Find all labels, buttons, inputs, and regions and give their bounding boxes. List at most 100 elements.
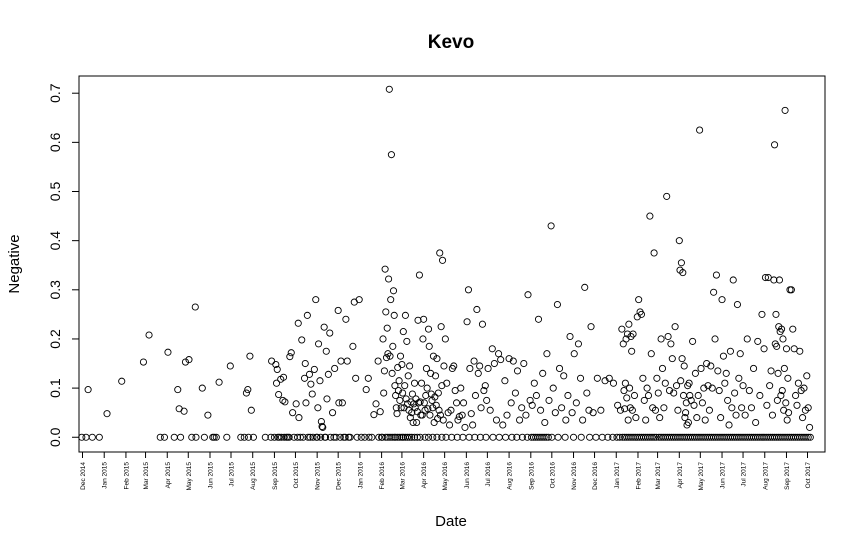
data-point: [780, 364, 788, 372]
data-point: [779, 335, 787, 343]
data-point: [680, 362, 688, 370]
data-point: [471, 391, 480, 400]
data-point: [191, 303, 199, 311]
data-point: [364, 374, 372, 382]
data-point: [345, 433, 353, 441]
x-tick-label: Aug 2016: [507, 462, 514, 490]
x-tick-label: Mar 2017: [655, 462, 662, 490]
data-point: [513, 433, 521, 441]
data-point: [719, 352, 727, 360]
data-point: [293, 433, 302, 441]
data-point: [393, 410, 401, 418]
data-point: [103, 410, 111, 418]
data-point: [581, 283, 589, 291]
data-point: [397, 404, 405, 412]
data-point: [343, 357, 351, 365]
data-point: [275, 433, 283, 441]
data-point: [609, 433, 617, 441]
data-point: [270, 433, 278, 441]
data-point: [539, 369, 547, 377]
data-point: [467, 410, 475, 418]
data-point: [192, 433, 200, 441]
data-point: [342, 315, 350, 323]
data-point: [408, 433, 416, 441]
data-point: [362, 386, 370, 394]
data-point: [185, 356, 193, 364]
data-point: [410, 400, 418, 408]
data-point: [648, 433, 656, 441]
data-point: [785, 409, 793, 417]
data-point: [690, 401, 698, 409]
data-point: [464, 286, 473, 294]
data-point: [758, 310, 766, 318]
data-point: [88, 433, 96, 441]
x-tick-label: May 2015: [186, 462, 193, 491]
data-point: [261, 433, 269, 441]
data-point: [273, 365, 281, 373]
data-point: [626, 404, 634, 412]
data-point: [198, 384, 206, 392]
data-point: [661, 379, 669, 387]
data-point: [430, 418, 438, 427]
data-point: [605, 374, 613, 382]
data-point: [331, 364, 339, 372]
data-point: [399, 328, 407, 336]
data-point: [289, 409, 297, 417]
data-point: [675, 237, 683, 245]
data-point: [448, 433, 456, 441]
data-point: [301, 359, 309, 368]
data-point: [380, 367, 388, 375]
data-point: [378, 433, 386, 441]
data-point: [299, 433, 307, 441]
x-tick-label: Oct 2017: [805, 462, 812, 489]
data-point: [481, 382, 489, 390]
data-point: [618, 325, 626, 333]
data-point: [743, 335, 751, 343]
x-tick-label: Feb 2017: [635, 462, 642, 490]
data-point: [268, 357, 276, 365]
data-point: [415, 271, 423, 279]
data-point: [295, 414, 303, 422]
data-point: [703, 359, 711, 368]
data-point: [409, 418, 417, 427]
data-point: [555, 364, 564, 372]
data-point: [406, 433, 414, 441]
data-point: [349, 342, 357, 350]
data-point: [624, 416, 632, 424]
data-point: [656, 414, 664, 422]
data-point: [296, 433, 304, 441]
x-tick-label: Jan 2016: [357, 462, 364, 489]
data-point: [82, 433, 90, 441]
data-point: [242, 389, 250, 397]
data-point: [773, 396, 781, 404]
data-point: [309, 433, 317, 441]
data-point: [294, 319, 302, 327]
data-point: [361, 433, 369, 441]
data-point: [586, 433, 594, 441]
data-point: [466, 364, 474, 372]
x-tick-label: Apr 2015: [165, 462, 172, 489]
data-point: [508, 433, 516, 441]
x-tick-label: Apr 2017: [677, 462, 684, 489]
data-point: [627, 332, 635, 341]
data-point: [280, 433, 288, 441]
data-point: [767, 367, 775, 375]
data-point: [450, 362, 458, 370]
data-point: [471, 433, 479, 441]
data-point: [752, 418, 760, 427]
data-point: [398, 360, 406, 369]
data-point: [326, 433, 335, 441]
data-point: [654, 389, 662, 397]
data-point: [572, 399, 580, 407]
data-point: [653, 374, 661, 382]
y-tick-label: 0.7: [47, 83, 63, 103]
data-point: [469, 421, 477, 429]
data-point: [763, 401, 771, 409]
data-point: [431, 372, 440, 380]
data-point: [609, 379, 618, 387]
data-point: [513, 367, 522, 375]
data-point: [372, 400, 380, 408]
data-point: [682, 409, 690, 417]
data-point: [691, 369, 699, 377]
data-point: [657, 335, 665, 343]
